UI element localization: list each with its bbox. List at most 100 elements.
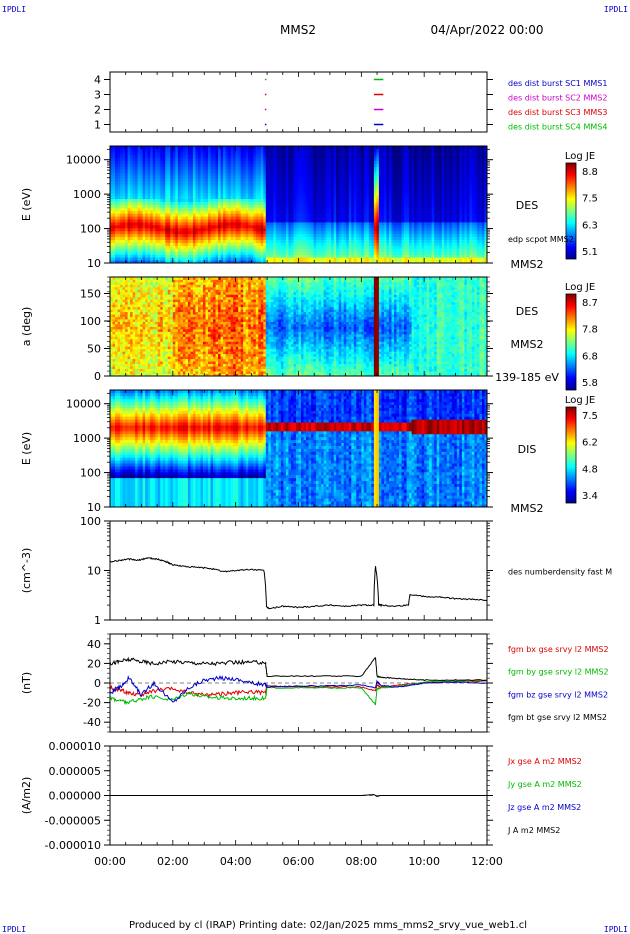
heatmap-cell xyxy=(313,169,317,173)
heatmap-cell xyxy=(125,207,128,211)
heatmap-cell xyxy=(396,163,400,167)
heatmap-cell xyxy=(165,148,169,153)
heatmap-cell xyxy=(346,224,350,229)
heatmap-cell xyxy=(318,146,322,150)
heatmap-cell xyxy=(303,210,307,214)
heatmap-cell xyxy=(280,184,284,188)
heatmap-cell xyxy=(245,181,249,185)
heatmap-cell xyxy=(205,236,209,240)
heatmap-cell xyxy=(311,172,314,176)
heatmap-cell xyxy=(253,216,257,220)
heatmap-cell xyxy=(170,242,174,246)
heatmap-cell xyxy=(401,157,405,162)
heatmap-cell xyxy=(313,151,317,156)
heatmap-cell xyxy=(270,201,274,205)
heatmap-cell xyxy=(295,172,299,176)
heatmap-cell xyxy=(295,242,299,246)
heatmap-cell xyxy=(378,207,382,211)
heatmap-cell xyxy=(348,236,352,240)
heatmap-cell xyxy=(162,186,166,191)
heatmap-cell xyxy=(200,227,204,232)
heatmap-cell xyxy=(341,242,345,246)
heatmap-cell xyxy=(223,236,227,240)
heatmap-cell xyxy=(366,207,370,211)
heatmap-cell xyxy=(341,172,345,176)
heatmap-cell xyxy=(162,195,166,200)
heatmap-cell xyxy=(192,178,196,182)
heatmap-cell xyxy=(263,207,267,211)
heatmap-cell xyxy=(145,169,149,173)
heatmap-cell xyxy=(409,257,412,261)
heatmap-cell xyxy=(180,251,184,255)
heatmap-cell xyxy=(366,148,370,153)
heatmap-cell xyxy=(110,175,113,179)
heatmap-cell xyxy=(130,195,134,200)
heatmap-cell xyxy=(127,257,131,261)
heatmap-cell xyxy=(391,242,395,246)
heatmap-cell xyxy=(145,201,149,205)
heatmap-cell xyxy=(280,224,284,229)
heatmap-cell xyxy=(135,242,139,246)
heatmap-cell xyxy=(233,257,237,261)
heatmap-cell xyxy=(293,198,297,202)
heatmap-cell xyxy=(301,230,304,235)
heatmap-cell xyxy=(187,233,191,238)
heatmap-cell xyxy=(220,207,224,211)
heatmap-cell xyxy=(275,222,279,226)
heatmap-cell xyxy=(316,157,319,162)
heatmap-cell xyxy=(170,254,174,258)
heatmap-cell xyxy=(348,213,352,217)
heatmap-cell xyxy=(157,175,161,179)
heatmap-cell xyxy=(341,166,345,170)
heatmap-cell xyxy=(190,257,194,261)
heatmap-cell xyxy=(147,189,151,194)
heatmap-cell xyxy=(172,146,176,150)
heatmap-cell xyxy=(363,251,367,255)
heatmap-cell xyxy=(321,210,325,214)
heatmap-cell xyxy=(293,166,297,170)
heatmap-cell xyxy=(406,222,410,226)
heatmap-cell xyxy=(343,154,347,159)
heatmap-cell xyxy=(373,186,377,191)
heatmap-cell xyxy=(228,254,232,258)
heatmap-cell xyxy=(414,245,418,249)
heatmap-cell xyxy=(260,172,264,176)
heatmap-cell xyxy=(298,181,302,185)
heatmap-cell xyxy=(230,195,234,200)
heatmap-cell xyxy=(150,184,154,188)
heatmap-cell xyxy=(135,251,139,255)
heatmap-cell xyxy=(394,251,397,255)
heatmap-cell xyxy=(298,160,302,164)
heatmap-cell xyxy=(348,254,352,258)
heatmap-cell xyxy=(270,230,274,235)
heatmap-cell xyxy=(260,210,264,214)
heatmap-cell xyxy=(373,178,377,182)
heatmap-cell xyxy=(245,189,249,194)
heatmap-cell xyxy=(411,154,415,159)
heatmap-cell xyxy=(220,201,224,205)
heatmap-cell xyxy=(152,251,156,255)
heatmap-cell xyxy=(270,163,274,167)
heatmap-cell xyxy=(110,260,113,264)
heatmap-cell xyxy=(404,146,407,150)
heatmap-cell xyxy=(260,166,264,170)
heatmap-cell xyxy=(404,172,407,176)
heatmap-cell xyxy=(177,210,181,214)
heatmap-cell xyxy=(150,160,154,164)
heatmap-cell xyxy=(127,236,131,240)
heatmap-cell xyxy=(155,213,159,217)
heatmap-cell xyxy=(260,204,264,208)
heatmap-cell xyxy=(386,148,390,153)
heatmap-cell xyxy=(318,169,322,173)
heatmap-cell xyxy=(112,219,116,223)
heatmap-cell xyxy=(409,219,412,223)
heatmap-cell xyxy=(373,242,377,246)
heatmap-cell xyxy=(175,181,179,185)
heatmap-cell xyxy=(346,151,350,156)
heatmap-cell xyxy=(160,245,164,249)
heatmap-cell xyxy=(230,172,234,176)
heatmap-cell xyxy=(316,233,319,238)
heatmap-cell xyxy=(205,251,209,255)
heatmap-cell xyxy=(225,201,229,205)
